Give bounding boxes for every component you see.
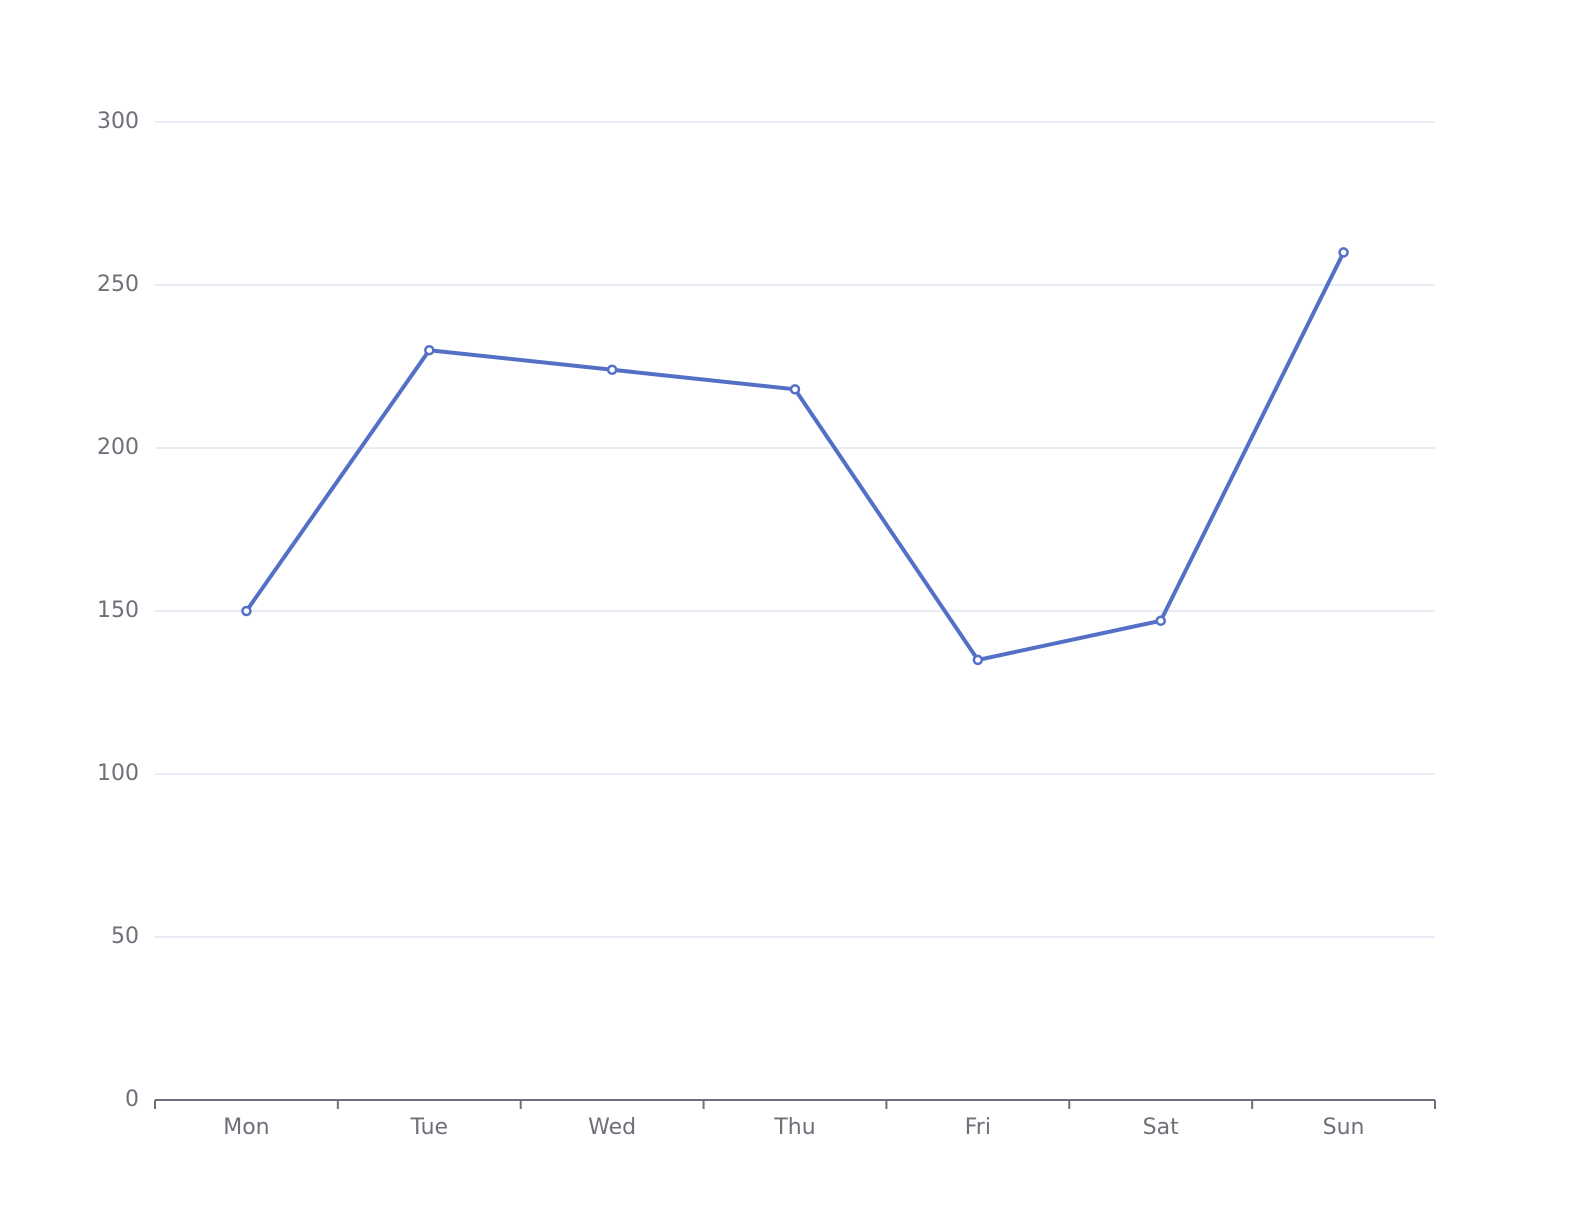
x-tick-label: Tue (409, 1115, 448, 1140)
y-tick-label: 50 (111, 924, 139, 949)
point (424, 344, 435, 356)
x-tick-label: Thu (773, 1115, 815, 1140)
point (606, 364, 618, 376)
x-tick-label: Wed (588, 1115, 636, 1140)
y-tick-label: 300 (97, 109, 139, 134)
point (1338, 247, 1349, 258)
point (789, 384, 801, 395)
x-tick-label: Sun (1323, 1115, 1365, 1140)
x-tick-label: Sat (1143, 1115, 1179, 1140)
y-tick-label: 200 (97, 435, 139, 460)
y-tick-label: 150 (97, 598, 139, 623)
line (244, 251, 1346, 662)
point (241, 605, 252, 617)
point (972, 654, 984, 666)
point (1155, 615, 1166, 627)
y-tick-label: 100 (97, 761, 139, 786)
y-tick-label: 0 (125, 1087, 139, 1112)
y-tick-label: 250 (97, 272, 139, 297)
x-tick-label: Mon (223, 1115, 269, 1140)
x-tick-label: Fri (965, 1115, 991, 1140)
